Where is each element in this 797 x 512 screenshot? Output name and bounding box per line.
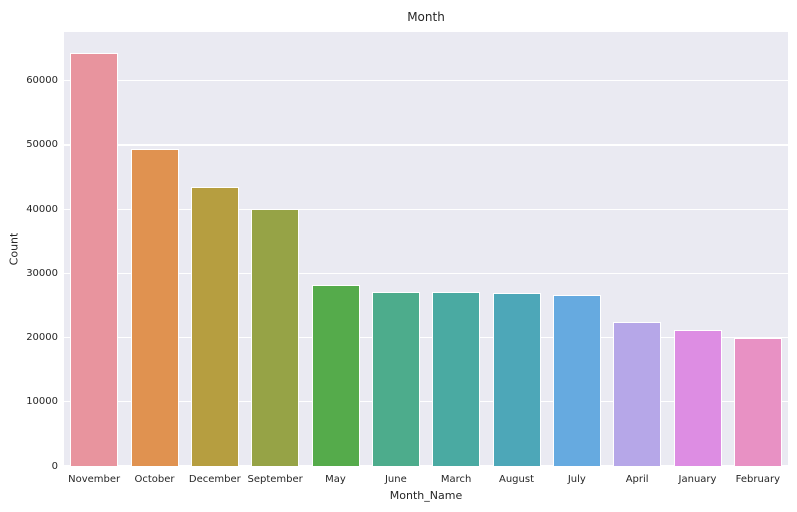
x-tick-december: December — [188, 474, 241, 485]
bar-october — [130, 148, 179, 466]
y-axis-label: Count — [7, 232, 21, 266]
bar-april — [613, 321, 662, 466]
gridline-50000 — [64, 144, 788, 146]
bar-november — [70, 52, 119, 466]
gridline-0 — [64, 465, 788, 467]
x-tick-january: January — [678, 474, 717, 485]
gridline-60000 — [64, 80, 788, 82]
x-tick-september: September — [247, 474, 303, 485]
gridline-30000 — [64, 272, 788, 275]
x-tick-march: March — [440, 474, 472, 485]
y-tick-10000: 10000 — [26, 396, 58, 408]
x-tick-april: April — [625, 474, 649, 485]
bar-may — [311, 284, 360, 466]
bar-august — [492, 293, 541, 466]
bar-january — [673, 329, 722, 466]
bar-december — [190, 186, 239, 466]
plot-area — [64, 32, 788, 467]
y-tick-30000: 30000 — [26, 267, 58, 279]
x-tick-august: August — [499, 474, 534, 485]
x-axis-label: Month_Name — [389, 489, 463, 502]
x-tick-october: October — [134, 474, 175, 485]
x-tick-february: February — [735, 474, 780, 485]
y-tick-40000: 40000 — [26, 203, 58, 215]
y-tick-20000: 20000 — [26, 332, 58, 344]
y-tick-60000: 60000 — [26, 75, 58, 87]
y-tick-0: 0 — [51, 460, 58, 472]
x-tick-november: November — [68, 474, 121, 485]
bar-march — [432, 292, 481, 466]
bar-september — [251, 209, 300, 466]
bar-june — [371, 292, 420, 466]
x-tick-july: July — [567, 474, 586, 485]
chart-title: Month — [407, 10, 445, 24]
x-tick-june: June — [384, 474, 407, 485]
y-tick-50000: 50000 — [26, 139, 58, 151]
bar-july — [552, 294, 601, 466]
gridline-10000 — [64, 401, 788, 403]
bar-february — [733, 337, 782, 466]
gridline-40000 — [64, 208, 788, 210]
gridline-20000 — [64, 336, 788, 339]
x-tick-may: May — [325, 474, 346, 485]
